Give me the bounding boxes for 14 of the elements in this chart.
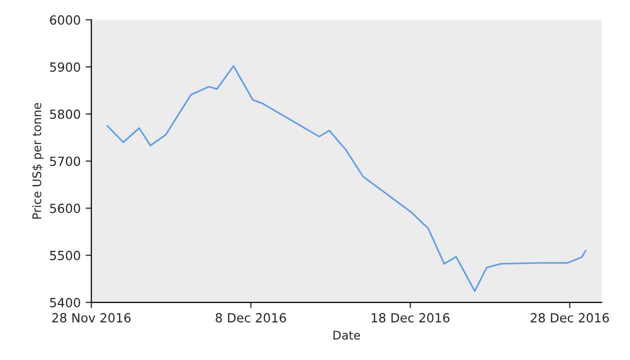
- y-tick-label: 5800: [50, 109, 80, 119]
- x-tick-label: 28 Nov 2016: [52, 313, 131, 322]
- y-tick-label: 5900: [50, 62, 80, 72]
- x-tick-label: 8 Dec 2016: [216, 313, 286, 322]
- y-tick-label: 5400: [50, 298, 80, 308]
- y-tick-label: 6000: [50, 15, 80, 25]
- y-tick-label: 5700: [50, 156, 80, 166]
- line-series: [106, 65, 586, 292]
- y-axis-title: Price US$ per tonne: [32, 103, 44, 219]
- x-tick-label: 28 Dec 2016: [530, 313, 609, 322]
- y-tick-label: 5500: [50, 250, 80, 260]
- y-tick-label: 5600: [50, 204, 80, 214]
- x-axis-title: Date: [334, 330, 360, 340]
- x-tick-label: 18 Dec 2016: [372, 313, 450, 322]
